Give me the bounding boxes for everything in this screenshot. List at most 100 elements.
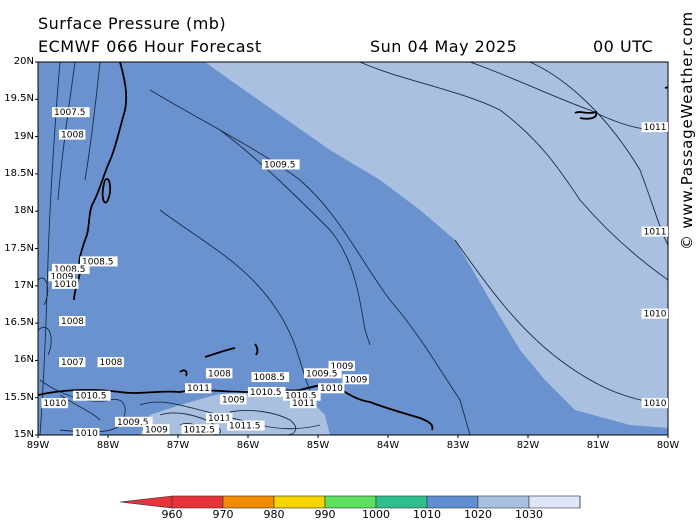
isobar-label: 1009 <box>48 271 75 282</box>
isobar-label: 1012.5 <box>181 424 220 435</box>
isobar-label: 1008 <box>59 129 86 141</box>
isobar-label: 1007.5 <box>52 107 90 118</box>
map-area <box>38 62 668 435</box>
isobar-label-text: 1010.5 <box>250 388 282 398</box>
colorbar-tick-label: 1000 <box>362 508 390 521</box>
lon-tick-label: 87W <box>166 440 190 451</box>
isobar-label-text: 1011 <box>187 384 210 394</box>
isobar-label: 1011.5 <box>227 420 265 432</box>
isobar-label-text: 1010.5 <box>285 392 317 402</box>
colorbar <box>119 495 581 509</box>
isobar-label-text: 1009 <box>145 425 168 435</box>
isobar-label-text: 1007 <box>61 358 84 368</box>
lat-tick-label: 18.5N <box>4 167 34 179</box>
isobar-label-text: 1008 <box>100 358 123 368</box>
lon-tick-label: 81W <box>586 440 610 451</box>
field-1010-1015 <box>205 62 668 428</box>
colorbar-tick-label: 1010 <box>413 508 441 521</box>
isobar-label: 1008 <box>97 357 124 368</box>
isobar-label-text: 1009 <box>222 395 245 405</box>
isobar-label-text: 1007.5 <box>54 108 86 118</box>
lon-tick-label: 84W <box>376 440 400 451</box>
isobar-label: 1011 <box>290 398 317 409</box>
isobar-label: 1010 <box>641 398 668 409</box>
isobar-label: 1009 <box>220 394 247 405</box>
forecast-time: 00 UTC <box>593 37 654 56</box>
isobar-label-text: 1009.5 <box>264 160 296 170</box>
isobar-label: 1010 <box>641 308 668 320</box>
isobar-label-text: 1008 <box>61 317 84 327</box>
lat-tick-label: 16.5N <box>4 317 34 329</box>
isobar-label-text: 1010.5 <box>75 392 107 402</box>
isobar-label-text: 1011.5 <box>229 422 261 432</box>
contour-labels: 1009.5101110111010101010081007.51008.510… <box>41 107 668 439</box>
lat-tick-label: 17N <box>13 279 34 291</box>
isobar-label: 1010.5 <box>73 390 111 402</box>
lon-tick-label: 80W <box>656 440 680 451</box>
field-1010-1015-south <box>140 390 330 435</box>
model-run: ECMWF 066 Hour Forecast <box>38 37 262 56</box>
isobar-label-text: 1010 <box>320 384 343 394</box>
isobar-label: 1010.5 <box>248 386 286 398</box>
colorbar-swatch <box>324 495 377 509</box>
isobar-label: 1009.5 <box>262 159 300 170</box>
colorbar-low-arrow <box>119 495 173 509</box>
isobar-label-text: 1010 <box>75 429 98 439</box>
isobar-label: 1009 <box>342 374 369 385</box>
lon-tick-label: 82W <box>516 440 540 451</box>
forecast-date: Sun 04 May 2025 <box>370 37 518 56</box>
isobar-label: 1011 <box>641 122 668 133</box>
colorbar-tick-label: 1020 <box>464 508 492 521</box>
isobar-label-text: 1010 <box>54 280 77 290</box>
lat-tick-label: 16N <box>13 354 34 366</box>
isobar-label-text: 1012.5 <box>184 425 216 435</box>
lat-tick-label: 15.5N <box>4 391 34 403</box>
lat-tick-label: 19N <box>13 130 34 142</box>
isobar-label-text: 1008 <box>208 369 231 379</box>
isobar-label-text: 1011 <box>208 414 231 424</box>
isobar-label: 1011 <box>185 383 212 394</box>
isobar-label-text: 1011 <box>644 123 667 133</box>
isobar-label: 1008 <box>206 368 233 379</box>
tick-marks <box>35 61 669 438</box>
isobar-label: 1009.5 <box>304 368 342 379</box>
isobar-label-text: 1010 <box>644 399 667 409</box>
lon-tick-label: 89W <box>26 440 50 451</box>
isobar-label: 1008 <box>59 316 86 327</box>
isobar-label-text: 1009.5 <box>306 369 338 379</box>
chart-title: Surface Pressure (mb) <box>38 14 227 33</box>
isobar-label-text: 1008.5 <box>82 257 114 267</box>
isobar-label-text: 1008.5 <box>254 373 286 383</box>
colorbar-swatch <box>426 495 479 509</box>
isobar-label-text: 1008 <box>61 131 84 141</box>
isobar-label-text: 1011 <box>644 228 667 238</box>
isobar-label: 1011 <box>206 413 233 424</box>
isobar-label-text: 1009 <box>51 272 74 282</box>
lon-tick-label: 88W <box>96 440 120 451</box>
isobar-label: 1010 <box>41 398 68 409</box>
isobar-label-text: 1010 <box>644 310 667 320</box>
isobar-label: 1007 <box>59 357 86 368</box>
isobar-label-text: 1009 <box>345 375 368 385</box>
colorbar-swatch <box>375 495 428 509</box>
colorbar-swatch <box>528 495 581 509</box>
lon-tick-label: 85W <box>306 440 330 451</box>
isobar-label-text: 1011 <box>292 399 315 409</box>
colorbar-tick-label: 970 <box>212 508 234 521</box>
watermark: © www.PassageWeather.com <box>678 11 696 250</box>
colorbar-swatch <box>222 495 275 509</box>
isobar-label-text: 1008.5 <box>54 265 86 275</box>
isobar-label: 1008.5 <box>80 256 118 267</box>
colorbar-tick-label: 960 <box>161 508 183 521</box>
isobar-label: 1009 <box>328 360 355 372</box>
isobar-label: 1011 <box>641 226 668 238</box>
lon-tick-label: 83W <box>446 440 470 451</box>
lat-tick-label: 19.5N <box>4 93 34 105</box>
isobar-label-text: 1009 <box>331 362 354 372</box>
isobar-label-text: 1009.5 <box>117 418 149 428</box>
isobar-label: 1009.5 <box>115 416 153 428</box>
colorbar-swatch <box>273 495 326 509</box>
colorbar-tick-label: 990 <box>314 508 336 521</box>
isobar-label: 1010 <box>52 278 79 290</box>
